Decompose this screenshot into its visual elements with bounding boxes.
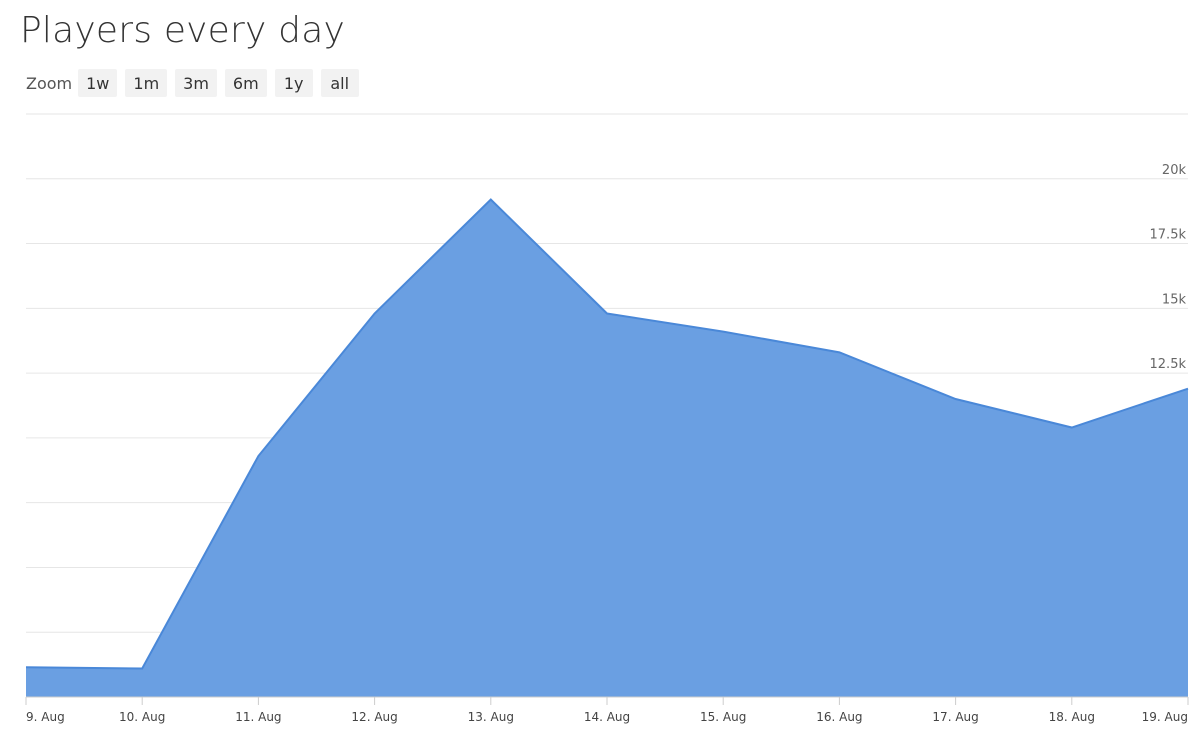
series-line (25, 198, 1189, 670)
y-tick-label: 17.5k (1150, 228, 1187, 243)
y-tick-label: 15k (1162, 292, 1187, 307)
zoom-6m-button[interactable]: 6m (224, 69, 267, 97)
x-tick-label: 12. Aug (351, 710, 397, 724)
zoom-1y-button[interactable]: 1y (274, 69, 313, 97)
x-tick-label: 13. Aug (468, 710, 514, 724)
x-tick-label: 15. Aug (700, 710, 746, 724)
y-tick-label: 20k (1162, 163, 1187, 178)
zoom-bar: Zoom 1w 1m 3m 6m 1y all (26, 68, 367, 98)
y-tick-label: 12.5k (1150, 357, 1187, 372)
x-tick-label: 10. Aug (119, 710, 165, 724)
zoom-3m-button[interactable]: 3m (175, 69, 217, 97)
x-tick-label: 11. Aug (235, 710, 281, 724)
series-area (26, 199, 1188, 698)
x-tick-label: 17. Aug (932, 710, 978, 724)
x-tick-label: 9. Aug (26, 710, 65, 724)
zoom-all-button[interactable]: all (320, 69, 359, 97)
zoom-1w-button[interactable]: 1w (78, 69, 118, 97)
x-tick-label: 18. Aug (1049, 710, 1095, 724)
x-tick-label: 14. Aug (584, 710, 630, 724)
zoom-1m-button[interactable]: 1m (125, 69, 168, 97)
x-tick-label: 16. Aug (816, 710, 862, 724)
x-tick-label: 19. Aug (1142, 710, 1188, 724)
zoom-label: Zoom (26, 73, 73, 93)
chart-title: Players every day (20, 10, 345, 51)
